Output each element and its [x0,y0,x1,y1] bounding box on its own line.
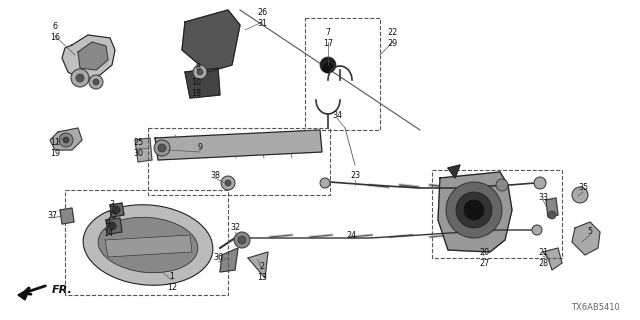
Text: 11
19: 11 19 [50,138,60,158]
Circle shape [238,236,246,244]
Circle shape [193,65,207,79]
Text: 9: 9 [197,143,203,153]
Polygon shape [182,10,240,72]
Circle shape [225,180,231,186]
Polygon shape [18,288,30,300]
Text: FR.: FR. [52,285,73,295]
Circle shape [221,176,235,190]
Polygon shape [105,235,192,257]
Polygon shape [546,198,558,217]
Polygon shape [135,138,152,162]
Polygon shape [572,222,600,255]
Circle shape [76,74,84,82]
Polygon shape [106,218,122,234]
Circle shape [548,211,556,219]
Polygon shape [543,248,562,270]
Circle shape [534,177,546,189]
Text: TX6AB5410: TX6AB5410 [572,303,620,312]
Text: 36: 36 [213,253,223,262]
Polygon shape [248,252,268,278]
Circle shape [71,69,89,87]
Bar [65,190,228,295]
Text: 35: 35 [578,183,588,193]
Polygon shape [50,128,82,150]
Text: 32: 32 [230,223,240,233]
Text: 38: 38 [210,171,220,180]
Circle shape [456,192,492,228]
Text: 33: 33 [538,194,548,203]
Circle shape [496,179,508,191]
Circle shape [446,182,502,238]
Text: 20
27: 20 27 [479,248,489,268]
Polygon shape [60,208,74,224]
Polygon shape [78,42,108,70]
Circle shape [320,178,330,188]
Text: 24: 24 [346,230,356,239]
Circle shape [464,200,484,220]
Text: 3
15: 3 15 [107,200,117,220]
Text: 25
30: 25 30 [133,138,143,158]
Polygon shape [448,165,460,178]
Circle shape [320,57,336,73]
Circle shape [108,222,116,230]
Text: 22
29: 22 29 [388,28,398,48]
Ellipse shape [83,205,213,285]
Text: 1
12: 1 12 [167,272,177,292]
Polygon shape [185,68,220,98]
Text: 21
28: 21 28 [538,248,548,268]
Polygon shape [110,203,124,217]
Text: 37: 37 [47,211,57,220]
Circle shape [572,187,588,203]
Circle shape [197,69,203,75]
Circle shape [89,75,103,89]
Text: 5: 5 [588,228,593,236]
Text: 4
14: 4 14 [103,218,113,238]
Circle shape [63,137,69,143]
Ellipse shape [98,217,198,273]
Polygon shape [438,172,512,252]
Circle shape [154,140,170,156]
Polygon shape [220,248,238,272]
Text: 26
31: 26 31 [257,8,267,28]
Bar [305,18,380,130]
Polygon shape [155,130,322,160]
Circle shape [234,232,250,248]
Bar [148,128,330,195]
Circle shape [323,63,333,73]
Polygon shape [62,35,115,80]
Circle shape [158,144,166,152]
Text: 6
16: 6 16 [50,22,60,42]
Text: 10
18: 10 18 [191,78,201,98]
Text: 2
13: 2 13 [257,262,267,282]
Circle shape [93,79,99,85]
Text: 7
17: 7 17 [323,28,333,48]
Circle shape [59,133,73,147]
Circle shape [112,206,120,214]
Circle shape [532,225,542,235]
Text: 23: 23 [350,171,360,180]
Text: 34: 34 [332,110,342,119]
Bar [432,170,562,258]
Text: 8: 8 [195,63,200,73]
